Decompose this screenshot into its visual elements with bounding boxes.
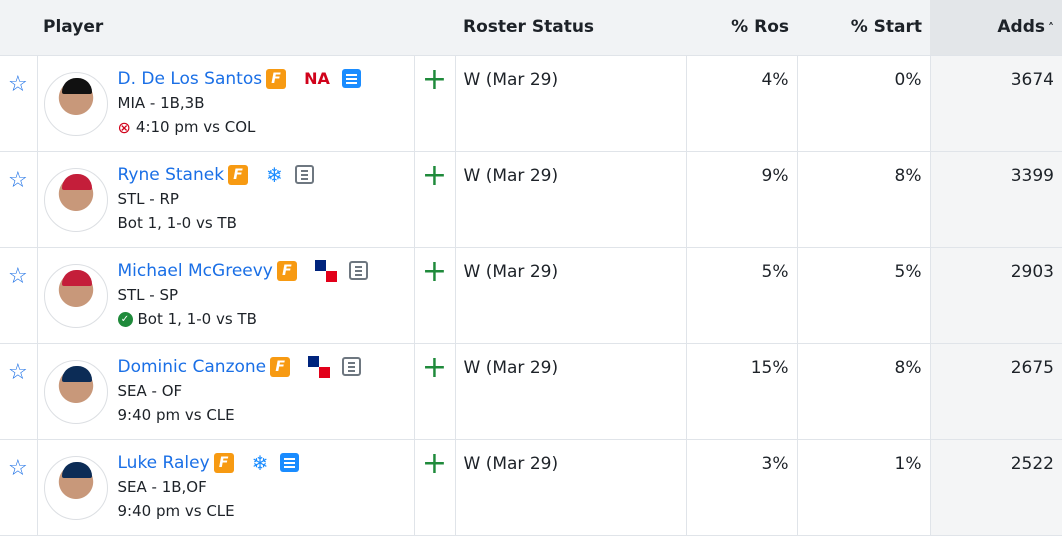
fantasy-news-icon[interactable]: F	[228, 164, 249, 185]
add-player-button[interactable]: +	[414, 55, 456, 152]
player-cell: Ryne Stanek F ❄ STL - RP Bot 1, 1-0 vs TB	[37, 151, 415, 248]
percent-rostered: 15%	[686, 343, 798, 440]
x-circle-icon: ⊗	[117, 117, 131, 137]
watch-star-icon[interactable]: ☆	[0, 343, 38, 440]
roster-status-header[interactable]: Roster Status	[455, 0, 686, 56]
player-note-icon[interactable]	[280, 453, 300, 472]
add-player-button[interactable]: +	[414, 151, 456, 248]
percent-started: 8%	[797, 343, 931, 440]
percent-rostered: 3%	[686, 439, 798, 536]
percent-started: 1%	[797, 439, 931, 536]
fantasy-news-icon[interactable]: F	[266, 68, 287, 89]
snowflake-icon: ❄	[251, 450, 269, 475]
game-info: 9:40 pm vs CLE	[117, 502, 235, 520]
avatar	[43, 455, 108, 520]
game-info: Bot 1, 1-0 vs TB	[137, 310, 257, 328]
player-name-link[interactable]: Ryne Stanek	[117, 164, 225, 185]
percent-rostered: 9%	[686, 151, 798, 248]
status-badge: NA	[304, 69, 330, 88]
table-row: ☆ Dominic Canzone F SEA - OF 9:40 pm vs C…	[0, 343, 1062, 440]
player-note-icon[interactable]	[348, 261, 368, 280]
table-row: ☆ D. De Los Santos F NA MIA - 1B,3B ⊗ 4:10 …	[0, 55, 1062, 152]
start-header[interactable]: % Start	[797, 0, 930, 56]
ros-header[interactable]: % Ros	[686, 0, 797, 56]
roster-status: W (Mar 29)	[455, 55, 687, 152]
team-position: SEA - 1B,OF	[117, 478, 207, 496]
add-player-button[interactable]: +	[414, 439, 456, 536]
player-cell: Dominic Canzone F SEA - OF 9:40 pm vs CLE	[37, 343, 415, 440]
percent-started: 5%	[797, 247, 931, 344]
adds-header-label: Adds	[997, 17, 1045, 38]
percent-started: 8%	[797, 151, 931, 248]
watch-star-icon[interactable]: ☆	[0, 247, 38, 344]
watch-star-icon[interactable]: ☆	[0, 439, 38, 536]
table-row: ☆ Luke Raley F ❄ SEA - 1B,OF 9:40 pm vs CL…	[0, 439, 1062, 536]
hot-cold-flag-icon	[308, 355, 331, 378]
player-name-link[interactable]: D. De Los Santos	[117, 68, 263, 89]
player-name-link[interactable]: Luke Raley	[117, 452, 210, 473]
avatar	[43, 359, 108, 424]
game-info: 4:10 pm vs COL	[135, 118, 256, 136]
watch-star-icon[interactable]: ☆	[0, 55, 38, 152]
player-cell: D. De Los Santos F NA MIA - 1B,3B ⊗ 4:10 pm…	[37, 55, 415, 152]
fantasy-news-icon[interactable]: F	[213, 452, 234, 473]
player-note-icon[interactable]	[294, 165, 314, 184]
adds-count: 2675	[930, 343, 1062, 440]
adds-count: 2903	[930, 247, 1062, 344]
star-header	[0, 0, 37, 56]
player-name-link[interactable]: Dominic Canzone	[117, 356, 267, 377]
percent-rostered: 4%	[686, 55, 798, 152]
table-row: ☆ Michael McGreevy F STL - SP ✓ Bot 1, 1-0…	[0, 247, 1062, 344]
roster-status: W (Mar 29)	[455, 439, 687, 536]
team-position: STL - RP	[117, 190, 179, 208]
avatar	[43, 167, 108, 232]
player-cell: Luke Raley F ❄ SEA - 1B,OF 9:40 pm vs CLE	[37, 439, 415, 536]
player-note-icon[interactable]	[342, 357, 362, 376]
roster-status: W (Mar 29)	[455, 343, 687, 440]
add-player-button[interactable]: +	[414, 343, 456, 440]
team-position: STL - SP	[117, 286, 179, 304]
adds-count: 3399	[930, 151, 1062, 248]
team-position: SEA - OF	[117, 382, 183, 400]
team-position: MIA - 1B,3B	[117, 94, 205, 112]
player-cell: Michael McGreevy F STL - SP ✓ Bot 1, 1-0 v…	[37, 247, 415, 344]
game-info: 9:40 pm vs CLE	[117, 406, 235, 424]
player-note-icon[interactable]	[341, 69, 361, 88]
roster-status: W (Mar 29)	[455, 247, 687, 344]
avatar	[43, 263, 108, 328]
player-header[interactable]: Player	[37, 0, 414, 56]
fantasy-news-icon[interactable]: F	[270, 356, 291, 377]
snowflake-icon: ❄	[266, 162, 283, 187]
add-player-button[interactable]: +	[414, 247, 456, 344]
hot-cold-flag-icon	[314, 259, 337, 282]
adds-count: 2522	[930, 439, 1062, 536]
percent-rostered: 5%	[686, 247, 798, 344]
avatar	[43, 71, 108, 136]
table-row: ☆ Ryne Stanek F ❄ STL - RP Bot 1, 1-0 vs T…	[0, 151, 1062, 248]
adds-header[interactable]: Adds ˄	[930, 0, 1062, 56]
game-info: Bot 1, 1-0 vs TB	[117, 214, 237, 232]
watch-star-icon[interactable]: ☆	[0, 151, 38, 248]
chevron-up-icon: ˄	[1048, 21, 1054, 36]
player-name-link[interactable]: Michael McGreevy	[117, 260, 273, 281]
fantasy-news-icon[interactable]: F	[276, 260, 297, 281]
percent-started: 0%	[797, 55, 931, 152]
roster-status: W (Mar 29)	[455, 151, 687, 248]
adds-count: 3674	[930, 55, 1062, 152]
check-circle-icon: ✓	[117, 311, 133, 327]
add-header	[414, 0, 455, 56]
